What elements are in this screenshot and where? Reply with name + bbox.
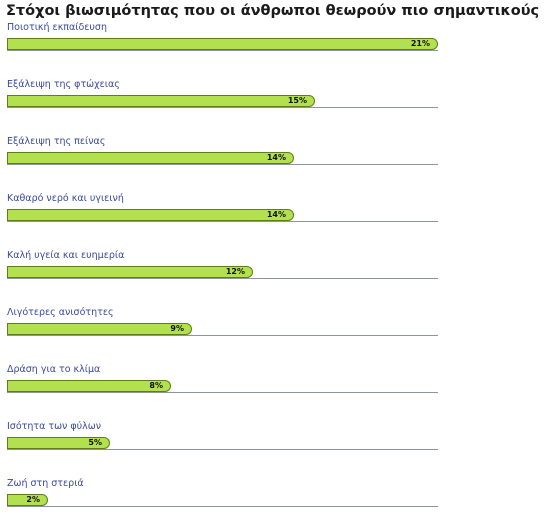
value-label: 5% xyxy=(88,438,102,447)
value-label: 8% xyxy=(149,381,163,390)
value-label: 14% xyxy=(266,153,286,162)
value-label: 12% xyxy=(225,267,245,276)
bar xyxy=(7,209,294,221)
bar xyxy=(7,95,315,107)
bar-track xyxy=(7,38,438,51)
value-label: 9% xyxy=(170,324,184,333)
category-label: Εξάλειψη της πείνας xyxy=(7,136,106,147)
bar xyxy=(7,152,294,164)
value-label: 21% xyxy=(410,39,430,48)
bar-track xyxy=(7,494,438,507)
bar xyxy=(7,437,110,449)
bar xyxy=(7,38,438,50)
bar-row: Δράση για το κλίμα 8% xyxy=(7,364,438,404)
bar-row: Ζωή στη στεριά 2% xyxy=(7,478,438,518)
bar-row: Ισότητα των φύλων 5% xyxy=(7,421,438,461)
bar-track xyxy=(7,266,438,279)
category-label: Δράση για το κλίμα xyxy=(7,364,101,375)
category-label: Λιγότερες ανισότητες xyxy=(7,307,114,318)
category-label: Ζωή στη στεριά xyxy=(7,478,84,489)
bar xyxy=(7,266,253,278)
bar-track xyxy=(7,152,438,165)
bar-track xyxy=(7,380,438,393)
bar xyxy=(7,323,192,335)
category-label: Ποιοτική εκπαίδευση xyxy=(7,22,107,33)
category-label: Ισότητα των φύλων xyxy=(7,421,102,432)
bar xyxy=(7,380,171,392)
bar-track xyxy=(7,209,438,222)
category-label: Καθαρό νερό και υγιεινή xyxy=(7,193,124,204)
value-label: 2% xyxy=(26,495,40,504)
chart-title: Στόχοι βιωσιμότητας που οι άνθρωποι θεωρ… xyxy=(6,3,540,19)
bar-row: Καθαρό νερό και υγιεινή 14% xyxy=(7,193,438,233)
bar-row: Ποιοτική εκπαίδευση 21% xyxy=(7,22,438,62)
category-label: Εξάλειψη της φτώχειας xyxy=(7,79,120,90)
category-label: Καλή υγεία και ευημερία xyxy=(7,250,125,261)
value-label: 15% xyxy=(287,96,307,105)
bar-track xyxy=(7,323,438,336)
bar-row: Καλή υγεία και ευημερία 12% xyxy=(7,250,438,290)
bar-row: Εξάλειψη της φτώχειας 15% xyxy=(7,79,438,119)
bar-row: Λιγότερες ανισότητες 9% xyxy=(7,307,438,347)
bar-track xyxy=(7,95,438,108)
value-label: 14% xyxy=(266,210,286,219)
bar-row: Εξάλειψη της πείνας 14% xyxy=(7,136,438,176)
bar-track xyxy=(7,437,438,450)
